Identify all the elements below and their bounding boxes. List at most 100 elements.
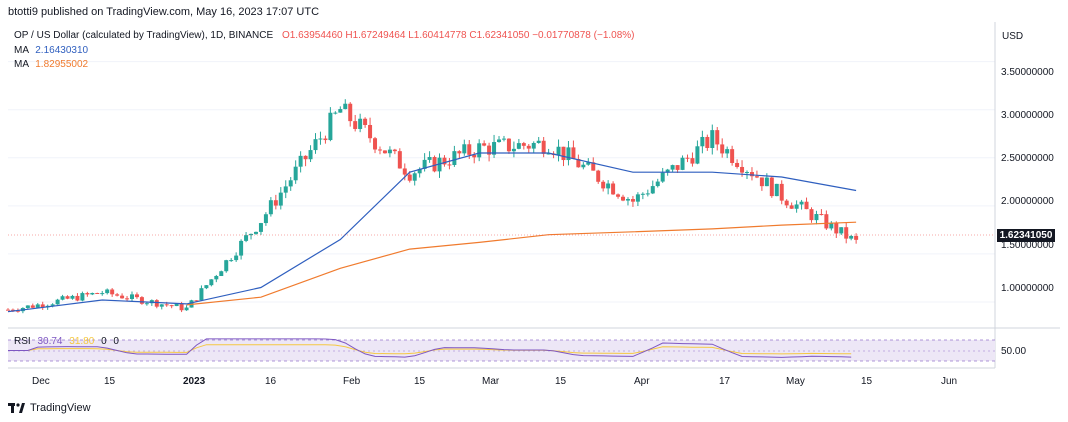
currency-label: USD xyxy=(1002,31,1024,42)
candle-body xyxy=(10,309,15,311)
candle-body xyxy=(779,183,784,201)
candle-body xyxy=(65,296,70,299)
candle-body xyxy=(541,140,546,154)
candle-body xyxy=(477,143,482,158)
candle-body xyxy=(224,260,229,272)
candle-body xyxy=(239,240,244,256)
candle-body xyxy=(789,205,794,209)
candle-body xyxy=(298,155,303,167)
candle-body xyxy=(120,295,125,299)
last-price-tag: 1.62341050 xyxy=(997,229,1055,242)
candle-body xyxy=(313,139,318,151)
candle-body xyxy=(253,231,258,234)
candle-body xyxy=(645,193,650,195)
tradingview-logo-icon xyxy=(8,403,25,413)
x-tick-label: Dec xyxy=(32,376,50,387)
candle-body xyxy=(611,183,616,195)
y-tick-label: 2.50000000 xyxy=(1001,153,1054,164)
candle-body xyxy=(303,155,308,160)
candle-body xyxy=(814,214,819,221)
candle-body xyxy=(690,158,695,164)
candle-body xyxy=(308,150,313,160)
candle-body xyxy=(784,200,789,206)
candle-body xyxy=(640,193,645,195)
candle-body xyxy=(819,214,824,216)
symbol-title: OP / US Dollar (calculated by TradingVie… xyxy=(14,30,274,41)
candle-body xyxy=(854,235,859,240)
candle-body xyxy=(110,289,115,295)
candle-body xyxy=(457,151,462,154)
candle-body xyxy=(531,142,536,149)
candle-body xyxy=(368,124,373,139)
candle-body xyxy=(214,276,219,280)
candle-body xyxy=(670,165,675,170)
candle-body xyxy=(343,103,348,110)
ohlc-values: O1.63954460 H1.67249464 L1.60414778 C1.6… xyxy=(281,30,635,41)
symbol-legend: OP / US Dollar (calculated by TradingVie… xyxy=(14,30,635,41)
rsi-band xyxy=(8,340,995,361)
candle-body xyxy=(799,201,804,205)
candle-body xyxy=(129,294,134,300)
candle-body xyxy=(521,143,526,146)
candle-body xyxy=(492,142,497,155)
candle-body xyxy=(392,149,397,152)
candle-body xyxy=(665,169,670,173)
candle-body xyxy=(774,183,779,197)
chart-gridlines xyxy=(8,61,995,303)
rsi-level-label: 50.00 xyxy=(1001,346,1027,357)
candle-body xyxy=(149,300,154,304)
candle-body xyxy=(715,130,720,145)
x-tick-label: 2023 xyxy=(183,376,206,387)
candle-body xyxy=(467,144,472,155)
rsi-line xyxy=(8,338,852,358)
candle-body xyxy=(164,304,169,306)
candle-body xyxy=(15,310,20,312)
tradingview-logo[interactable]: TradingView xyxy=(8,402,91,414)
candle-body xyxy=(769,177,774,197)
candle-body xyxy=(115,294,120,296)
candle-body xyxy=(75,295,80,301)
candle-body xyxy=(566,147,571,161)
candle-body xyxy=(432,157,437,172)
candle-body xyxy=(511,148,516,152)
candle-body xyxy=(70,295,75,299)
candle-body xyxy=(700,136,705,147)
candle-body xyxy=(50,304,55,306)
candle-body xyxy=(60,296,65,300)
x-tick-label: 17 xyxy=(719,376,731,387)
candle-body xyxy=(377,149,382,151)
y-tick-label: 1.50000000 xyxy=(1001,240,1054,251)
candle-body xyxy=(387,149,392,154)
candle-body xyxy=(358,118,363,129)
candle-body xyxy=(829,222,834,229)
candle-body xyxy=(412,173,417,181)
candle-body xyxy=(318,138,323,140)
candle-body xyxy=(363,118,368,125)
candle-body xyxy=(80,293,85,301)
candle-body xyxy=(725,149,730,154)
candle-body xyxy=(735,162,740,167)
candle-body xyxy=(144,303,149,305)
candle-body xyxy=(506,138,511,152)
candle-body xyxy=(278,192,283,206)
candle-body xyxy=(40,304,45,308)
candle-body xyxy=(154,300,159,307)
candle-body xyxy=(209,279,214,286)
candle-body xyxy=(204,285,209,289)
x-tick-label: 15 xyxy=(555,376,567,387)
candle-body xyxy=(630,199,635,202)
ma-long-value: 1.82955002 xyxy=(35,59,89,70)
candle-body xyxy=(333,112,338,114)
candle-body xyxy=(427,157,432,160)
rsi-ma-value: 31.80 xyxy=(69,336,95,347)
candle-body xyxy=(497,139,502,143)
candle-body xyxy=(249,233,254,236)
candle-body xyxy=(199,288,204,301)
candle-body xyxy=(586,162,591,165)
candle-body xyxy=(680,157,685,170)
candle-body xyxy=(139,297,144,304)
candle-body xyxy=(55,299,60,305)
candle-body xyxy=(675,165,680,170)
candle-body xyxy=(134,294,139,298)
